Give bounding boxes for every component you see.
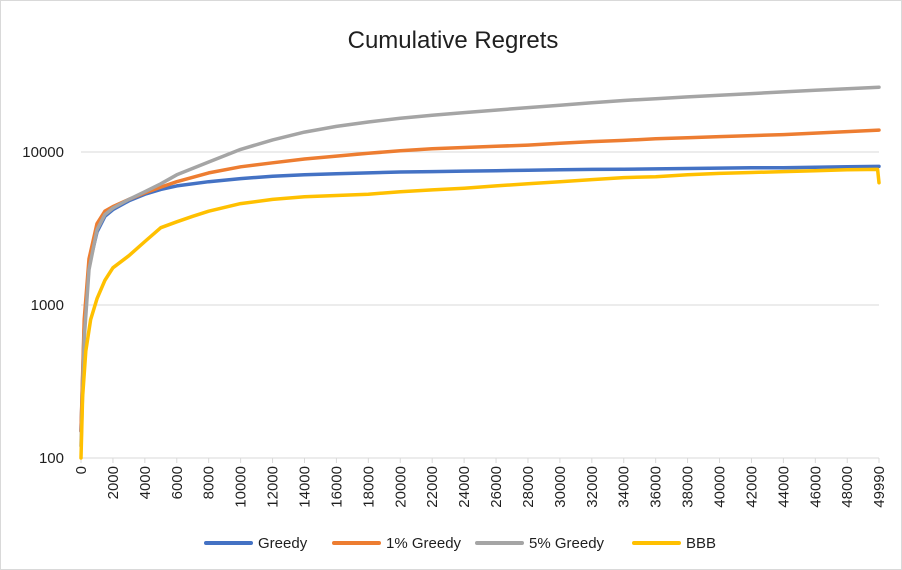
x-tick-label: 40000 [712,466,729,508]
x-tick-label: 48000 [839,466,856,508]
x-tick-label: 20000 [392,466,409,508]
legend-label: 1% Greedy [386,535,462,552]
x-tick-label: 16000 [328,466,345,508]
x-tick-label: 18000 [360,466,377,508]
legend-label: Greedy [258,535,308,552]
x-tick-label: 2000 [105,466,122,499]
x-tick-label: 4000 [137,466,154,499]
x-tick-label: 0 [73,466,90,474]
axis-layer: 100 1000 10000 0 2000 4000 6000 8000 10000 12000 1… [22,144,888,508]
grid-layer [81,151,879,306]
x-tick-label: 8000 [201,466,218,499]
y-tick-label: 10000 [22,144,64,161]
x-tick-label: 30000 [552,466,569,508]
series-line-bbb [79,167,881,460]
x-tick-label: 6000 [169,466,186,499]
legend-label: BBB [686,535,716,552]
x-tick-label: 26000 [488,466,505,508]
y-tick-label: 1000 [31,297,64,314]
chart-title: Cumulative Regrets [348,27,559,54]
x-tick-label: 38000 [680,466,697,508]
legend: Greedy 1% Greedy 5% Greedy BBB [204,535,716,552]
x-tick-label: 36000 [648,466,665,508]
x-tick-label: 28000 [520,466,537,508]
x-tick-label: 14000 [296,466,313,508]
series-layer [79,85,881,460]
x-tick-label: 44000 [775,466,792,508]
x-tick-label: 32000 [584,466,601,508]
x-tick-label: 12000 [265,466,282,508]
x-tick-label: 22000 [424,466,441,508]
x-tick-label: 46000 [807,466,824,508]
x-tick-label: 42000 [743,466,760,508]
x-tick-label: 10000 [233,466,250,508]
x-tick-label: 49990 [871,466,888,508]
series-line-greedy [79,164,881,433]
series-line-1-greedy [79,128,881,433]
legend-label: 5% Greedy [529,535,605,552]
x-tick-label: 24000 [456,466,473,508]
x-tick-label: 34000 [616,466,633,508]
y-tick-label: 100 [39,450,64,467]
series-line-5-greedy [79,85,881,448]
